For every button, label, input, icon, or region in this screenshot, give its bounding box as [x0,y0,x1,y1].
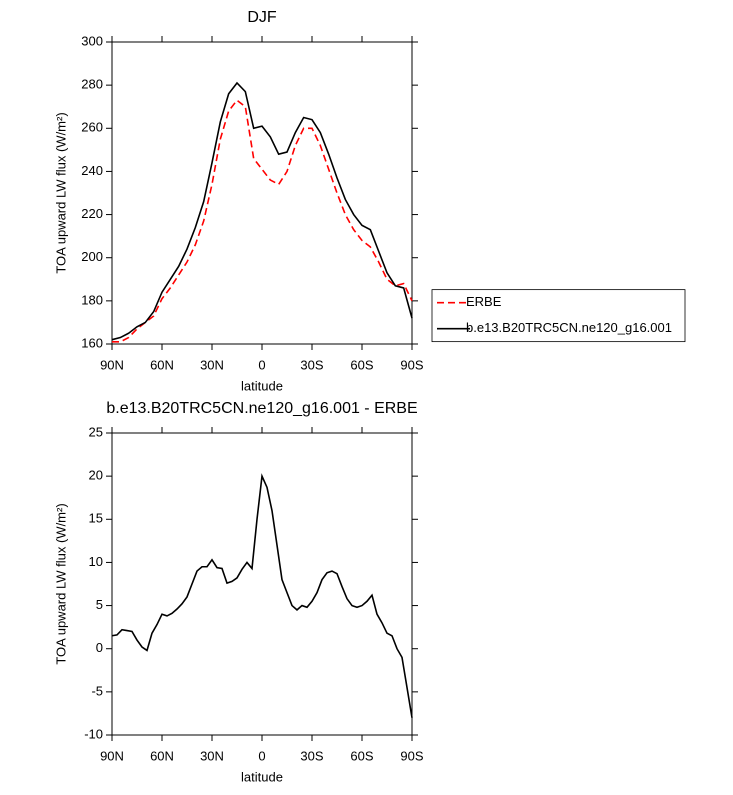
y-tick-label: -10 [84,726,103,741]
y-tick-label: 10 [89,554,103,569]
x-tick-label: 60S [350,748,373,763]
x-tick-label: 30S [300,357,323,372]
y-tick-label: 5 [96,597,103,612]
chart-title: b.e13.B20TRC5CN.ne120_g16.001 - ERBE [106,400,417,417]
legend-label: ERBE [466,294,502,309]
y-tick-label: 20 [89,468,103,483]
y-tick-label: 180 [81,292,103,307]
x-tick-label: 30S [300,748,323,763]
y-axis-label: TOA upward LW flux (W/m²) [53,503,68,664]
x-tick-label: 30N [200,357,224,372]
x-axis-label: latitude [241,769,283,784]
legend-box [431,289,686,343]
y-tick-label: 200 [81,249,103,264]
x-tick-label: 90S [400,748,423,763]
data-line [111,81,413,341]
x-tick-label: 0 [258,748,265,763]
y-tick-label: 25 [89,424,103,439]
y-axis-label: TOA upward LW flux (W/m²) [53,112,68,273]
x-tick-label: 60S [350,357,373,372]
x-tick-label: 60N [150,748,174,763]
y-tick-label: 15 [89,511,103,526]
y-tick-label: 280 [81,77,103,92]
x-tick-label: 60N [150,357,174,372]
x-tick-label: 0 [258,357,265,372]
x-tick-label: 90S [400,357,423,372]
y-tick-label: 0 [96,640,103,655]
data-line [112,99,413,343]
legend-label: b.e13.B20TRC5CN.ne120_g16.001 [466,320,672,335]
y-tick-label: 160 [81,335,103,350]
x-tick-label: 90N [100,357,124,372]
data-line [111,473,413,718]
y-tick-label: 300 [81,33,103,48]
y-tick-label: -5 [91,683,103,698]
x-axis-label: latitude [241,378,283,393]
chart-title: DJF [247,9,277,26]
y-tick-label: 240 [81,163,103,178]
plot-frame [111,41,413,345]
x-tick-label: 30N [200,748,224,763]
y-tick-label: 220 [81,206,103,221]
x-tick-label: 90N [100,748,124,763]
y-tick-label: 260 [81,120,103,135]
